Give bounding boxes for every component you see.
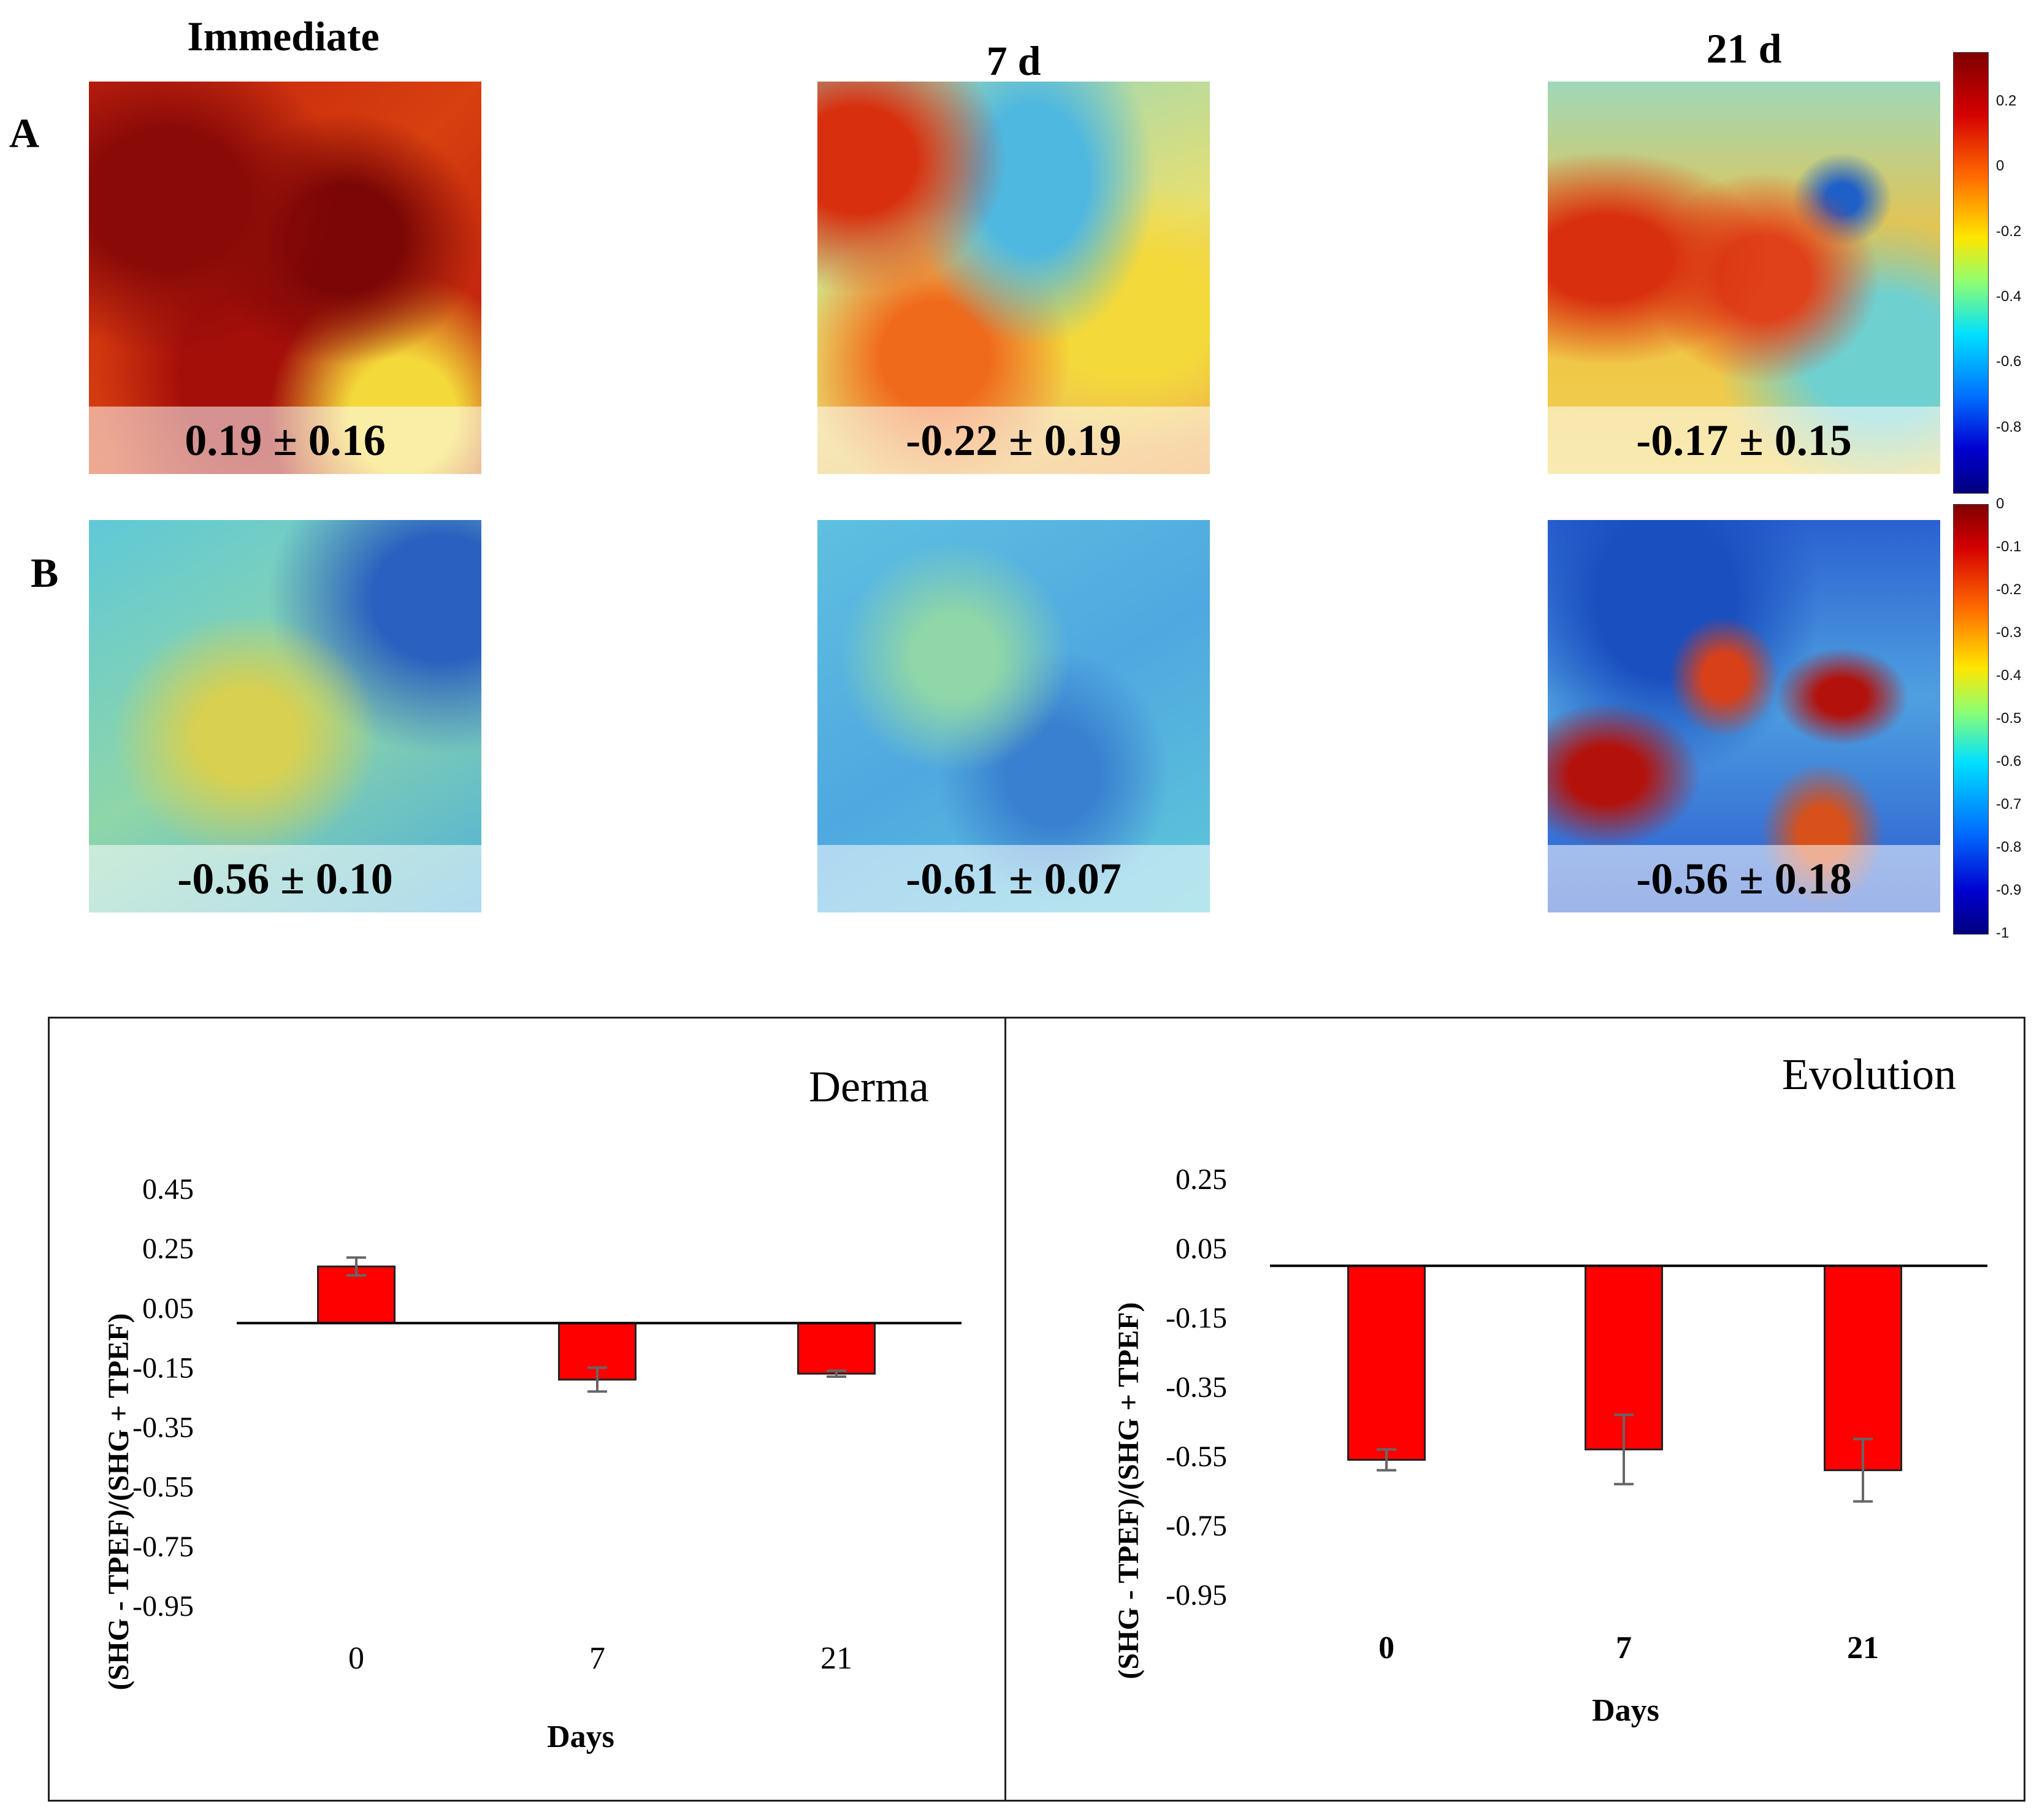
x-tick-label: 0 (1379, 1631, 1394, 1665)
bar-day-0 (1347, 1264, 1426, 1461)
y-tick-label: -0.75 (132, 1531, 194, 1563)
bar-day-21 (797, 1322, 876, 1375)
colorbar-b (1953, 504, 1989, 935)
y-tick-label: 0.25 (142, 1233, 194, 1265)
y-tick-label: -0.15 (1166, 1302, 1227, 1334)
colorbar-a-tick: -0.6 (1996, 353, 2022, 370)
x-axis-label: Days (1592, 1693, 1659, 1728)
y-tick-label: -0.35 (132, 1412, 194, 1444)
colorbar-b-tick: -0.6 (1996, 753, 2022, 770)
y-tick-label: -0.15 (132, 1352, 194, 1384)
y-tick-label: 0.05 (142, 1292, 194, 1325)
chart-derma: 0.45 0.25 0.05 -0.15 -0.35 -0.55 -0.75 -0.95 0 7 2… (102, 1173, 962, 1754)
y-tick-label: 0.25 (1176, 1163, 1227, 1196)
y-tick-label: -0.75 (1166, 1510, 1227, 1542)
colorbar-b-tick: -0.7 (1996, 796, 2022, 812)
y-tick-label: 0.45 (142, 1173, 194, 1206)
y-tick-label: -0.35 (1166, 1371, 1227, 1404)
y-tick-label: -0.95 (132, 1590, 194, 1623)
x-axis-label: Days (547, 1719, 614, 1754)
tile-value-b-7d: -0.61 ± 0.07 (906, 854, 1122, 903)
y-tick-label: -0.55 (132, 1471, 194, 1504)
tile-value-a-immediate: 0.19 ± 0.16 (185, 415, 386, 465)
heatmap-tile-a-7d: -0.22 ± 0.19 (817, 82, 1210, 474)
tile-value-a-7d: -0.22 ± 0.19 (906, 415, 1122, 465)
colorbar-b-tick: -0.8 (1996, 839, 2022, 855)
heatmap-tile-b-21d: -0.56 ± 0.18 (1548, 520, 1940, 912)
row-label-a: A (9, 110, 40, 156)
x-tick-label: 7 (589, 1641, 605, 1676)
chart-title-evolution: Evolution (1782, 1050, 1956, 1099)
y-axis-label: (SHG - TPEF)/(SHG + TPEF) (1112, 1302, 1145, 1680)
colorbar-b-tick: -0.5 (1996, 710, 2022, 727)
column-title-21d: 21 d (1706, 25, 1782, 72)
tile-value-b-21d: -0.56 ± 0.18 (1636, 854, 1852, 903)
colorbar-a-tick: -0.4 (1996, 288, 2022, 305)
colorbar-b-tick: -1 (1996, 925, 2009, 941)
panel-evolution: Evolution 0.25 0.05 -0.15 -0.35 -0.55 -0.75 -0… (1004, 1017, 2025, 1802)
colorbar-a (1953, 52, 1989, 494)
chart-title-derma: Derma (809, 1062, 929, 1111)
colorbar-b-tick: -0.3 (1996, 624, 2022, 641)
panel-derma: Derma 0.45 0.25 0.05 -0.15 -0.35 -0.55 -0.75 -0… (48, 1017, 1006, 1802)
colorbar-b-tick: -0.4 (1996, 667, 2022, 684)
colorbar-b-tick: -0.9 (1996, 882, 2022, 898)
y-tick-label: -0.95 (1166, 1579, 1227, 1612)
tile-value-b-immediate: -0.56 ± 0.10 (177, 854, 393, 903)
heatmap-tile-a-immediate: 0.19 ± 0.16 (89, 82, 481, 474)
colorbar-a-tick: 0 (1996, 158, 2005, 175)
row-label-b: B (31, 549, 59, 596)
colorbar-b-tick: -0.2 (1996, 581, 2022, 598)
colorbar-a-tick: -0.8 (1996, 418, 2022, 435)
colorbar-a-tick: -0.2 (1996, 223, 2022, 240)
colorbar-b-tick: -0.1 (1996, 538, 2022, 555)
column-title-immediate: Immediate (187, 13, 380, 59)
x-tick-label: 0 (348, 1641, 364, 1676)
column-title-7d: 7 d (986, 37, 1041, 84)
heatmap-tile-a-21d: -0.17 ± 0.15 (1548, 82, 1940, 474)
tile-value-a-21d: -0.17 ± 0.15 (1636, 415, 1852, 465)
x-tick-label: 7 (1616, 1631, 1632, 1665)
heatmap-tile-b-immediate: -0.56 ± 0.10 (89, 520, 481, 912)
y-axis-label: (SHG - TPEF)/(SHG + TPEF) (102, 1313, 135, 1691)
heatmap-tile-b-7d: -0.61 ± 0.07 (817, 520, 1210, 912)
x-tick-label: 21 (820, 1641, 852, 1676)
y-tick-label: -0.55 (1166, 1440, 1227, 1473)
colorbar-a-tick: 0.2 (1996, 92, 2017, 109)
x-tick-label: 21 (1847, 1631, 1879, 1665)
chart-evolution: 0.25 0.05 -0.15 -0.35 -0.55 -0.75 -0.95 0 7 21 Day… (1112, 1163, 1987, 1728)
colorbar-b-tick: 0 (1996, 495, 2005, 512)
y-tick-label: 0.05 (1176, 1233, 1227, 1265)
